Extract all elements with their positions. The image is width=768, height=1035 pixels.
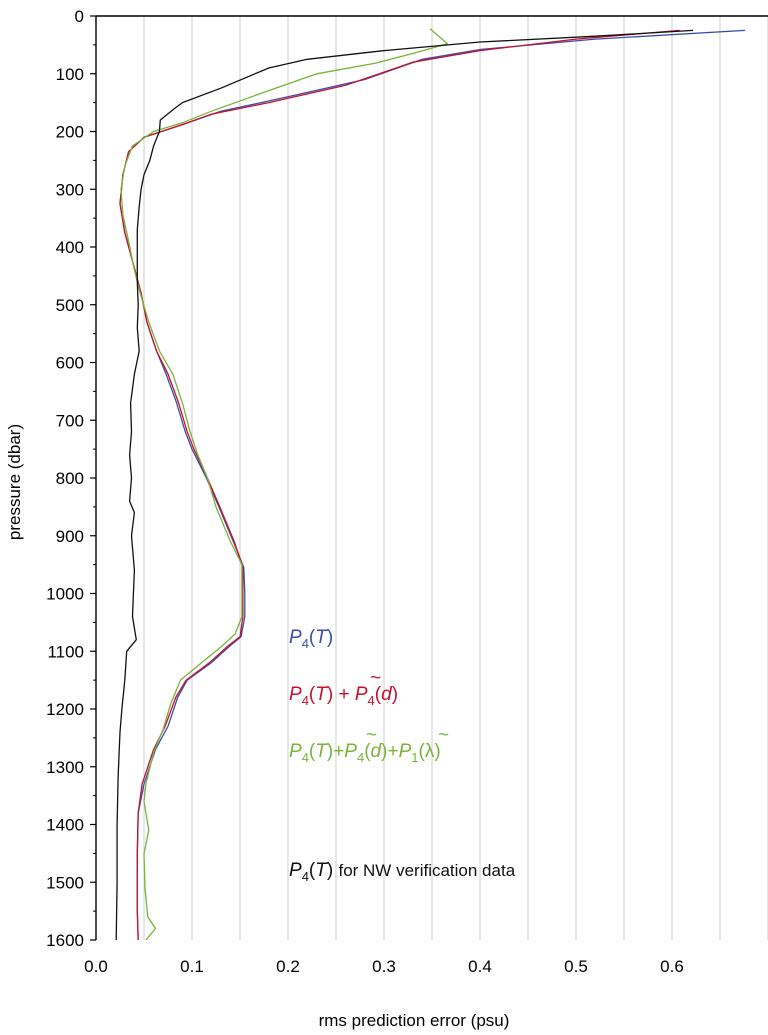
y-tick-label: 1100 bbox=[47, 642, 84, 661]
x-tick-label: 0.2 bbox=[276, 957, 300, 976]
y-tick-label: 700 bbox=[56, 411, 84, 430]
x-tick-label: 0.6 bbox=[660, 957, 684, 976]
legend-black: P4(T) for NW verification data bbox=[289, 860, 516, 884]
y-tick-label: 1600 bbox=[46, 931, 84, 950]
series-line-2 bbox=[120, 28, 449, 941]
ticks: 0 100 200 300 400 500 600 700 800 900 1000 1100 1200… bbox=[46, 7, 684, 976]
x-tick-label: 0.0 bbox=[84, 957, 108, 976]
series-line-3 bbox=[115, 29, 694, 941]
y-tick-label: 300 bbox=[56, 180, 84, 199]
series-line-1 bbox=[119, 29, 680, 941]
y-tick-label: 1300 bbox=[46, 758, 84, 777]
y-axis-title: pressure (dbar) bbox=[5, 424, 24, 540]
legend-blue: P4(T) bbox=[289, 627, 333, 651]
y-tick-label: 800 bbox=[56, 469, 84, 488]
legend-red-tilde: ~ bbox=[370, 668, 381, 689]
x-tick-label: 0.1 bbox=[180, 957, 204, 976]
y-tick-label: 200 bbox=[56, 123, 84, 142]
y-tick-label: 1000 bbox=[46, 585, 84, 604]
y-tick-label: 1500 bbox=[46, 873, 84, 892]
y-tick-label: 600 bbox=[56, 354, 84, 373]
y-tick-label: 1400 bbox=[46, 816, 84, 835]
y-tick-label: 1200 bbox=[46, 700, 84, 719]
legend-green-tilde-2: ~ bbox=[438, 725, 449, 746]
x-axis-title: rms prediction error (psu) bbox=[319, 1011, 510, 1030]
y-tick-label: 500 bbox=[56, 296, 84, 315]
legend-green-tilde-1: ~ bbox=[366, 725, 377, 746]
grid bbox=[143, 16, 768, 940]
y-tick-label: 900 bbox=[56, 527, 84, 546]
y-tick-label: 400 bbox=[56, 238, 84, 257]
legend-green: P4(T)+P4(d)+P1(λ) bbox=[289, 741, 441, 765]
x-tick-label: 0.3 bbox=[372, 957, 396, 976]
legend-red: P4(T) + P4(d) bbox=[289, 684, 398, 708]
y-tick-label: 0 bbox=[75, 7, 84, 26]
x-tick-label: 0.5 bbox=[564, 957, 588, 976]
y-tick-label: 100 bbox=[56, 65, 84, 84]
series-layer bbox=[115, 28, 746, 941]
x-tick-label: 0.4 bbox=[468, 957, 492, 976]
